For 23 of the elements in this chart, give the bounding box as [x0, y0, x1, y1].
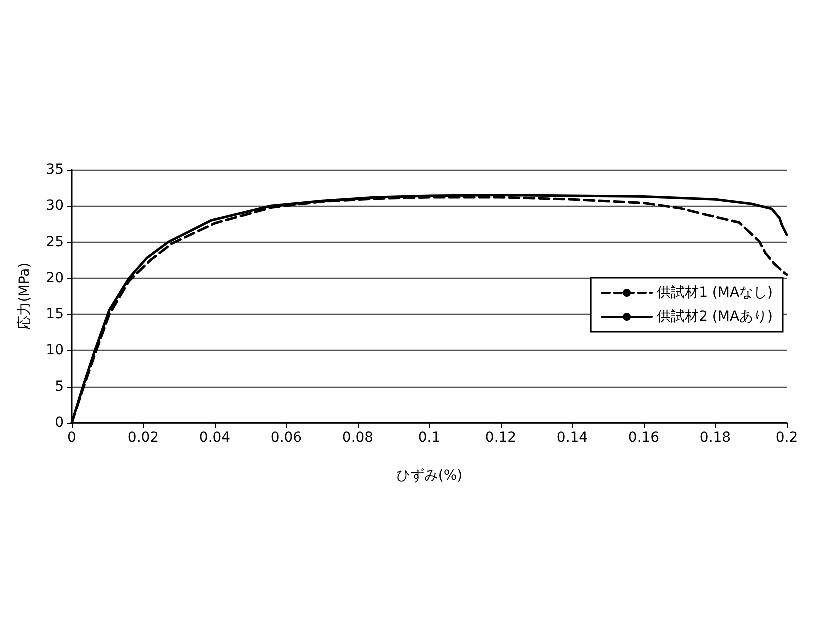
x-tick-label: 0.12	[485, 430, 517, 446]
x-tick-label: 0.08	[342, 430, 374, 446]
x-tick-label: 0.2	[776, 430, 798, 446]
x-tick-label: 0.02	[128, 430, 160, 446]
x-tick-label: 0	[68, 430, 76, 446]
y-tick-label: 30	[46, 198, 64, 214]
y-tick-label: 25	[46, 234, 64, 250]
x-tick-label: 0.1	[418, 430, 441, 446]
y-tick-label: 20	[46, 270, 64, 286]
x-tick-label: 0.16	[628, 430, 660, 446]
y-tick-label: 10	[46, 342, 64, 359]
y-tick-label: 5	[55, 378, 64, 395]
x-tick-label: 0.18	[700, 430, 732, 446]
y-tick-label: 35	[46, 162, 64, 178]
y-tick-label: 15	[46, 306, 64, 323]
y-tick-label: 0	[55, 415, 64, 431]
legend-label: 供試材2 (MAあり)	[657, 309, 773, 325]
y-axis-title: 応力(MPa)	[17, 262, 33, 330]
legend-label: 供試材1 (MAなし)	[657, 285, 773, 301]
x-tick-label: 0.06	[270, 430, 302, 446]
x-tick-label: 0.14	[556, 430, 588, 446]
x-axis-title: ひずみ(%)	[396, 468, 463, 484]
x-tick-label: 0.04	[199, 430, 231, 446]
